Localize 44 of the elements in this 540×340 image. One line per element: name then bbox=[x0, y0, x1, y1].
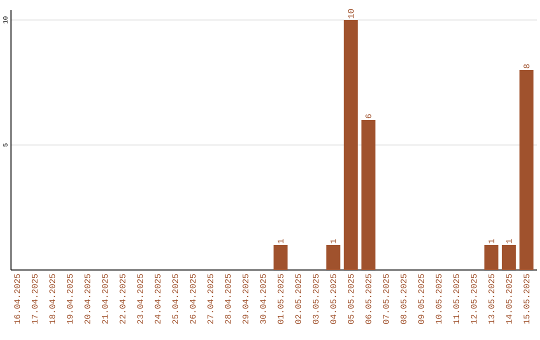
bar bbox=[484, 245, 498, 270]
x-tick-label: 21.04.2025 bbox=[102, 274, 108, 324]
x-tick-label: 22.04.2025 bbox=[120, 274, 126, 324]
data-label: 1 bbox=[278, 239, 284, 244]
x-tick-label: 20.04.2025 bbox=[84, 274, 90, 324]
x-tick-label: 03.05.2025 bbox=[312, 274, 319, 324]
x-tick-label: 16.04.2025 bbox=[14, 274, 20, 324]
bar bbox=[344, 20, 358, 270]
bar bbox=[519, 70, 534, 270]
x-tick-label: 13.05.2025 bbox=[488, 274, 494, 324]
data-label: 6 bbox=[366, 114, 372, 118]
x-tick-label: 01.05.2025 bbox=[278, 274, 284, 324]
x-tick-label: 27.04.2025 bbox=[207, 274, 214, 324]
bar bbox=[361, 120, 376, 270]
x-tick-label: 05.05.2025 bbox=[348, 274, 354, 324]
x-tick-label: 18.04.2025 bbox=[49, 274, 56, 324]
data-label: 1 bbox=[488, 239, 494, 244]
x-tick-label: 30.04.2025 bbox=[260, 274, 266, 324]
x-tick-label: 12.05.2025 bbox=[470, 274, 477, 324]
x-tick-label: 07.05.2025 bbox=[383, 274, 389, 324]
bar bbox=[502, 245, 516, 270]
x-tick-label: 17.04.2025 bbox=[32, 274, 38, 324]
data-label: 1 bbox=[506, 239, 512, 244]
x-tick-label: 26.04.2025 bbox=[190, 274, 196, 324]
x-tick-label: 19.04.2025 bbox=[66, 274, 73, 324]
x-tick-label: 29.04.2025 bbox=[242, 274, 248, 324]
bar bbox=[326, 245, 340, 270]
x-tick-label: 25.04.2025 bbox=[172, 274, 178, 324]
x-tick-label: 11.05.2025 bbox=[453, 274, 460, 324]
x-tick-label: 15.05.2025 bbox=[524, 274, 530, 324]
x-tick-label: 24.04.2025 bbox=[154, 274, 161, 324]
x-tick-label: 04.05.2025 bbox=[330, 274, 336, 324]
x-tick-label: 28.04.2025 bbox=[225, 274, 231, 324]
bar bbox=[274, 245, 288, 270]
x-tick-label: 09.05.2025 bbox=[418, 274, 424, 324]
x-tick-label: 08.05.2025 bbox=[400, 274, 406, 324]
x-tick-label: 06.05.2025 bbox=[366, 274, 372, 324]
data-label: 1 bbox=[330, 239, 336, 244]
x-tick-label: 10.05.2025 bbox=[436, 274, 442, 324]
x-tick-label: 23.04.2025 bbox=[137, 274, 143, 324]
x-tick-label: 14.05.2025 bbox=[506, 274, 512, 324]
x-tick-label: 02.05.2025 bbox=[295, 274, 302, 324]
data-label: 10 bbox=[348, 9, 354, 18]
data-label: 8 bbox=[524, 64, 530, 68]
